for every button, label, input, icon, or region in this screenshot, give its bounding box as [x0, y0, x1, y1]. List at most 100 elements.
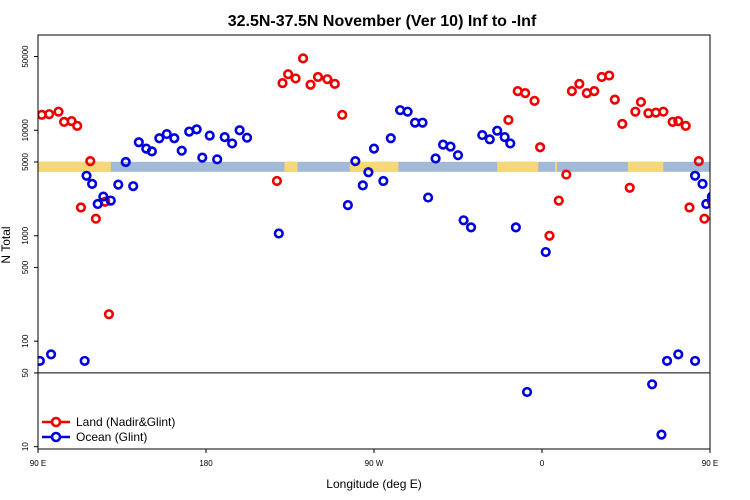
y-tick-label: 50: [21, 368, 30, 377]
y-tick-label: 1000: [21, 226, 30, 244]
data-point: [161, 128, 172, 140]
data-point: [385, 133, 396, 144]
ocean-series: [38, 105, 750, 440]
legend-label: Land (Nadir&Glint): [76, 415, 175, 429]
x-tick-label: 0: [540, 459, 545, 468]
data-point: [697, 178, 708, 189]
legend-entry-ocean: Ocean (Glint): [42, 430, 147, 444]
data-point: [241, 132, 253, 143]
data-point: [723, 181, 731, 189]
legend-marker: [50, 431, 62, 443]
data-point: [561, 169, 572, 180]
x-axis: 90 E 180 90 W 0 90 E: [30, 449, 718, 468]
data-point: [329, 78, 340, 90]
data-point: [673, 349, 684, 360]
data-point: [44, 109, 55, 120]
data-point: [305, 79, 316, 90]
data-point: [738, 182, 746, 190]
data-point: [105, 195, 116, 206]
data-point: [176, 145, 187, 156]
legend-label: Ocean (Glint): [76, 430, 147, 444]
data-point: [520, 88, 531, 99]
data-point: [647, 379, 658, 390]
x-tick-label: 90 E: [30, 459, 46, 468]
data-point: [322, 74, 333, 85]
x-tick-label: 90 W: [365, 459, 384, 468]
data-point: [90, 213, 101, 224]
data-point: [417, 117, 428, 128]
data-point: [635, 96, 647, 108]
data-point: [423, 192, 434, 203]
data-point: [658, 106, 669, 117]
data-point: [133, 137, 144, 148]
data-point: [673, 116, 684, 127]
data-point: [452, 150, 464, 161]
data-point: [271, 175, 283, 187]
data-point: [273, 228, 284, 239]
plot-frame: [37, 34, 711, 450]
land-segment: [555, 161, 557, 172]
data-point: [169, 133, 180, 144]
chart-title: 32.5N-37.5N November (Ver 10) Inf to -In…: [228, 13, 537, 30]
data-point: [72, 120, 83, 131]
data-point: [492, 125, 503, 136]
data-point: [553, 195, 564, 206]
data-point: [197, 152, 208, 163]
data-point: [357, 180, 368, 191]
data-point: [87, 178, 98, 189]
data-point: [589, 86, 600, 97]
data-point: [529, 95, 540, 106]
data-point: [75, 202, 87, 213]
data-point: [204, 130, 215, 141]
data-point: [297, 53, 309, 64]
data-point: [484, 134, 495, 145]
data-point: [277, 77, 288, 89]
data-point: [402, 106, 413, 117]
data-point: [430, 153, 441, 164]
data-point: [113, 179, 124, 190]
data-point: [128, 181, 139, 192]
data-point: [146, 146, 157, 157]
data-point: [609, 94, 620, 105]
data-point: [521, 386, 533, 398]
data-point: [656, 429, 667, 440]
data-point: [624, 182, 635, 193]
data-point: [363, 167, 374, 178]
land-segment: [497, 161, 539, 172]
legend: Land (Nadir&Glint)Ocean (Glint): [42, 415, 175, 444]
data-point: [191, 124, 202, 135]
data-point: [79, 355, 90, 367]
y-tick-label: 50000: [21, 45, 30, 68]
data-point: [499, 132, 510, 143]
data-point: [680, 120, 691, 131]
data-point: [745, 138, 750, 146]
data-point: [368, 143, 380, 154]
data-point: [699, 213, 710, 224]
data-point: [716, 197, 724, 205]
data-point: [540, 246, 551, 258]
data-point: [212, 154, 223, 165]
data-point: [227, 138, 238, 149]
land-segment: [349, 161, 399, 172]
land-series: [38, 53, 710, 320]
y-axis-label: N Total: [0, 226, 13, 263]
x-tick-label: 90 E: [702, 459, 718, 468]
data-point: [290, 73, 301, 84]
data-point: [510, 222, 521, 233]
land-segment: [38, 161, 111, 172]
data-point: [477, 129, 488, 141]
y-axis: 10 50 100 500 1000 5000 10000 50000: [21, 45, 38, 451]
data-point: [505, 138, 516, 149]
data-point: [693, 155, 704, 167]
data-point: [667, 116, 678, 127]
data-point: [458, 215, 469, 226]
data-point: [120, 156, 131, 168]
data-point: [544, 230, 555, 241]
land-segment: [627, 161, 664, 172]
data-point: [566, 86, 577, 97]
data-point: [98, 191, 109, 202]
data-point: [342, 200, 353, 211]
y-tick-label: 5000: [21, 153, 30, 171]
land-segment: [284, 161, 298, 172]
